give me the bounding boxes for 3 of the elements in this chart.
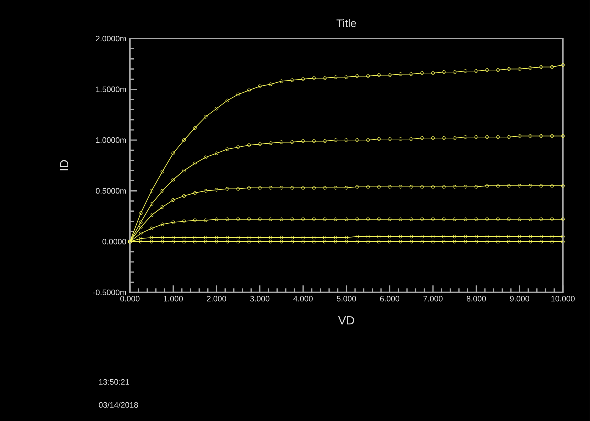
y-axis-title: ID xyxy=(60,160,68,171)
chart-title: Title xyxy=(336,19,356,28)
x-axis-title: VD xyxy=(338,316,354,325)
